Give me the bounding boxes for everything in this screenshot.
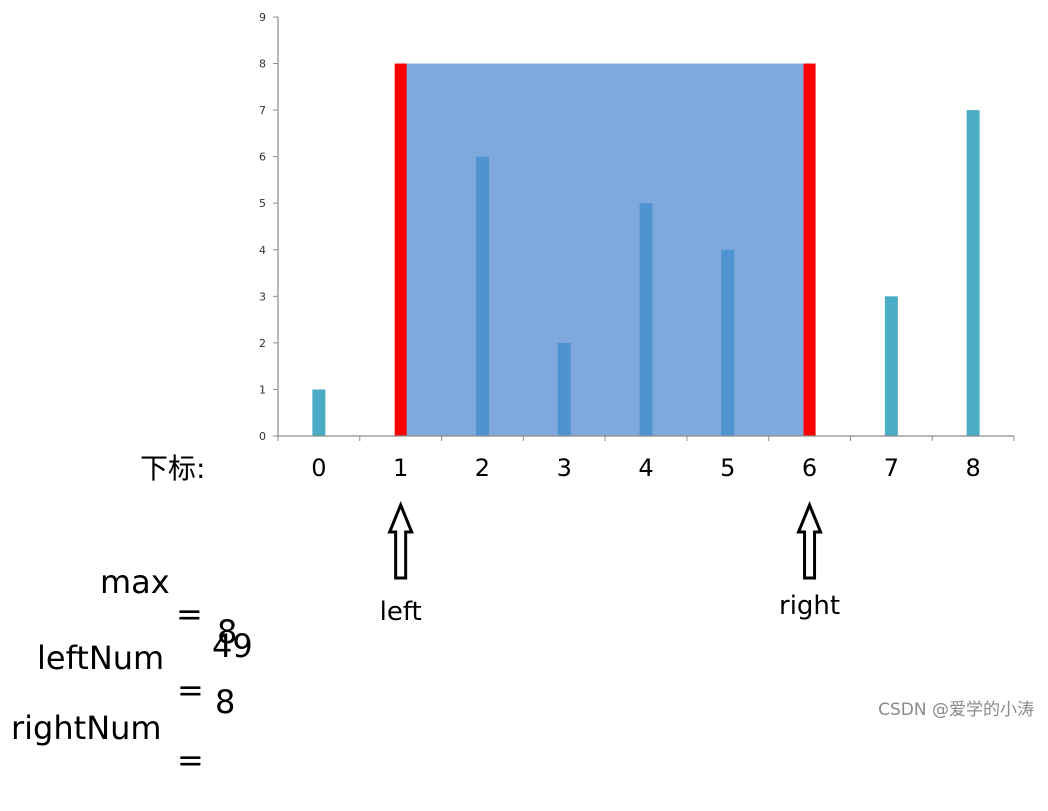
stat-max-label: max (100, 563, 170, 601)
x-tick-label-5: 5 (720, 454, 735, 482)
bar-4 (639, 203, 653, 436)
x-tick-label-4: 4 (638, 454, 653, 482)
stat-rightnum-value: 8 (215, 683, 236, 721)
container-chart: 0 1 2 3 4 5 6 7 8 9 下标: 0 1 2 3 4 5 6 7 8 left right (140, 11, 1015, 627)
pointer-arrow-left (387, 501, 414, 580)
stat-leftnum-label: leftNum (37, 639, 165, 677)
bar-3 (557, 342, 571, 436)
stat-leftnum-eq: = (177, 671, 204, 709)
x-tick-label-6: 6 (802, 454, 817, 482)
x-axis-ticks: 下标: 0 1 2 3 4 5 6 7 8 (140, 436, 1015, 485)
area-layer (400, 63, 810, 437)
x-tick-label-3: 3 (557, 454, 572, 482)
bar-6 (803, 63, 816, 437)
bar-1 (394, 63, 407, 437)
x-tick-label-1: 1 (393, 454, 408, 482)
stat-rightnum-label: rightNum (11, 709, 162, 747)
y-tick-label-1: 1 (259, 383, 266, 396)
y-tick-label-9: 9 (259, 11, 266, 24)
water-area (400, 63, 810, 437)
x-tick-label-0: 0 (311, 454, 326, 482)
stat-rightnum-eq: = (177, 741, 204, 779)
axes-layer (277, 17, 1014, 437)
bars-layer (312, 63, 980, 437)
stat-max-value: 49 (212, 627, 253, 665)
y-tick-label-5: 5 (259, 197, 266, 210)
stat-leftnum: leftNum = 8 (37, 610, 257, 706)
y-tick-label-2: 2 (259, 337, 266, 350)
x-tick-label-7: 7 (884, 454, 899, 482)
bar-7 (884, 296, 898, 436)
y-tick-label-6: 6 (259, 151, 266, 164)
bar-2 (475, 156, 489, 436)
pointers-layer: left right (380, 501, 840, 627)
pointer-label-right: right (779, 591, 840, 621)
y-tick-label-7: 7 (259, 104, 266, 117)
bar-5 (721, 249, 735, 436)
bar-8 (966, 110, 980, 436)
stat-leftnum-value: 8 (217, 613, 238, 651)
x-axis-prefix-label: 下标: (140, 452, 205, 485)
stat-max-eq: = (176, 595, 203, 633)
y-tick-label-8: 8 (259, 58, 266, 71)
pointer-arrow-right (796, 501, 823, 580)
x-tick-label-2: 2 (475, 454, 490, 482)
watermark: CSDN @爱学的小涛 (878, 700, 1034, 720)
x-tick-label-8: 8 (965, 454, 980, 482)
y-tick-label-3: 3 (259, 290, 266, 303)
y-axis-ticks: 0 1 2 3 4 5 6 7 8 9 (259, 11, 278, 443)
y-tick-label-4: 4 (259, 244, 266, 257)
bar-0 (312, 389, 326, 436)
stat-max: max = 49 (100, 534, 270, 662)
stat-rightnum: rightNum = 8 (11, 680, 251, 776)
y-tick-label-0: 0 (259, 430, 266, 443)
pointer-label-left: left (380, 597, 422, 627)
